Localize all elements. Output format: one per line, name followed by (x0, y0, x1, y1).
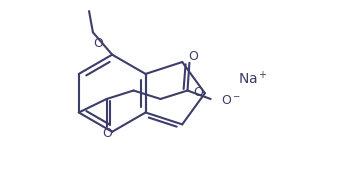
Text: O: O (102, 127, 112, 140)
Text: O: O (188, 50, 198, 63)
Text: O: O (193, 86, 203, 99)
Text: O: O (93, 37, 103, 50)
Text: O$^-$: O$^-$ (221, 94, 241, 107)
Text: Na$^+$: Na$^+$ (238, 70, 268, 88)
